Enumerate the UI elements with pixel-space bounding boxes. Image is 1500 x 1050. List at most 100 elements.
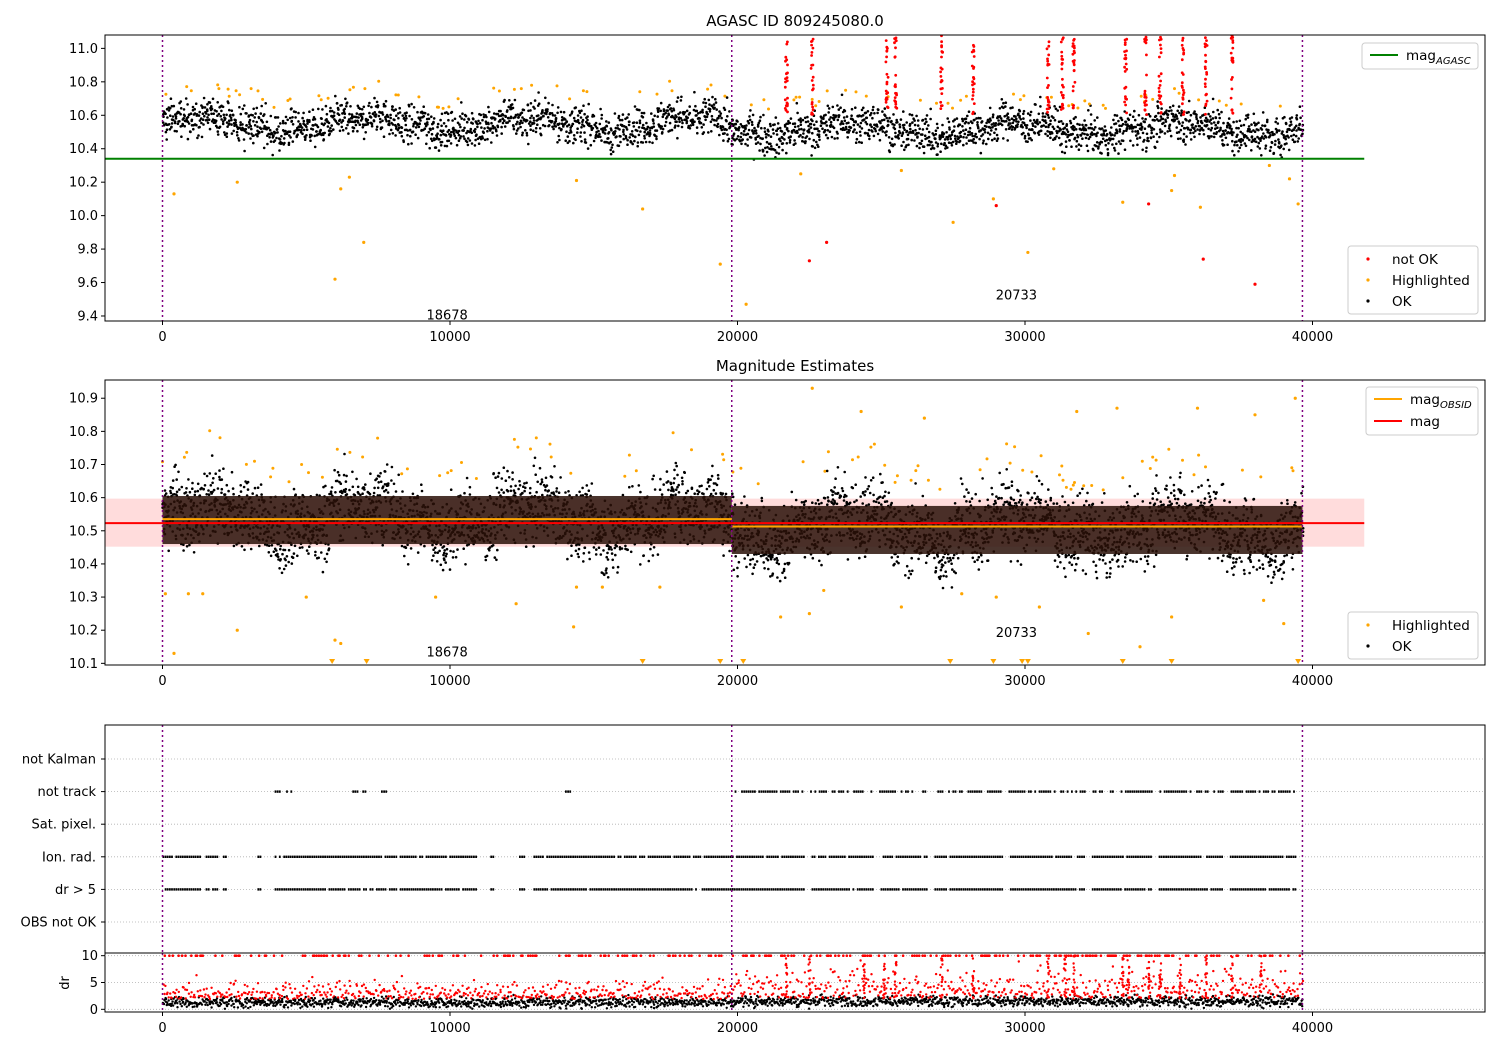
ok-point: [397, 124, 401, 127]
ok-point: [1150, 129, 1153, 132]
ok-point: [1010, 128, 1014, 131]
ok-point: [763, 130, 767, 133]
not-ok-point: [972, 67, 975, 70]
ok-point: [283, 141, 286, 145]
ok-point: [919, 142, 922, 145]
ok-point: [410, 118, 414, 121]
ok-point: [171, 115, 175, 118]
ok-point: [961, 117, 964, 121]
ok-point: [165, 138, 168, 141]
ok-point: [460, 101, 463, 104]
ok-point: [532, 545, 535, 548]
ok-point: [764, 146, 767, 150]
legend-marker-highlighted: [1366, 278, 1370, 282]
ok-point: [246, 480, 250, 484]
ok-point: [375, 477, 379, 481]
ok-point: [576, 131, 579, 134]
ok-point: [405, 117, 408, 120]
ok-point: [513, 98, 517, 102]
ok-point: [462, 135, 465, 138]
ok-point: [1169, 134, 1173, 138]
ok-point: [862, 106, 865, 110]
ok-point: [416, 551, 420, 554]
ok-point: [1143, 138, 1146, 142]
magnitude-estimates-title: Magnitude Estimates: [716, 357, 874, 375]
ok-point: [169, 491, 173, 495]
ok-point: [379, 120, 382, 124]
ok-point: [1085, 144, 1089, 147]
highlighted-point: [1197, 98, 1201, 102]
ok-point: [422, 115, 426, 118]
ok-point: [1244, 144, 1248, 148]
ok-point: [484, 558, 488, 562]
ok-point: [595, 133, 598, 136]
ok-point: [762, 113, 765, 117]
ok-point: [1158, 128, 1162, 131]
not-ok-point: [1158, 55, 1161, 59]
ok-point: [1165, 109, 1168, 112]
ok-point: [922, 145, 926, 148]
ok-point: [639, 130, 642, 133]
ok-point: [542, 114, 545, 118]
ok-point: [828, 130, 832, 133]
ok-point: [1049, 119, 1052, 122]
ok-point: [532, 119, 536, 122]
ok-point: [485, 115, 488, 119]
ok-point: [824, 113, 827, 117]
highlighted-point: [991, 197, 995, 201]
not-ok-point: [970, 64, 974, 68]
not-ok-point: [939, 70, 942, 74]
ok-point: [1018, 109, 1022, 113]
ok-point: [648, 131, 652, 135]
ok-point: [1030, 138, 1033, 142]
ok-point: [483, 127, 486, 130]
ok-point: [344, 480, 348, 483]
ok-point: [1166, 113, 1170, 116]
ok-point: [801, 118, 805, 122]
ok-point: [826, 104, 830, 108]
ok-point: [626, 143, 629, 146]
ok-point: [1293, 126, 1297, 129]
ok-point: [1115, 142, 1118, 146]
ok-point: [1037, 112, 1041, 116]
ok-point: [572, 141, 575, 145]
ok-point: [287, 141, 291, 145]
ok-point: [570, 544, 573, 547]
ok-point: [578, 109, 581, 113]
ok-point: [1247, 125, 1251, 128]
ok-point: [485, 554, 489, 558]
ok-point: [1189, 128, 1193, 132]
ok-point: [1292, 140, 1296, 144]
ok-point: [618, 128, 621, 131]
highlighted-point: [569, 471, 573, 475]
ok-point: [476, 125, 479, 129]
agasc-panel-legend-lower[interactable]: not OK Highlighted OK: [1347, 245, 1479, 315]
not-ok-point: [1123, 43, 1127, 46]
ok-point: [324, 484, 327, 488]
ok-point: [372, 119, 376, 123]
ok-point: [871, 130, 874, 133]
ok-point: [420, 483, 423, 487]
highlighted-point: [1172, 173, 1177, 178]
agasc-panel-legend-upper[interactable]: magAGASC: [1361, 42, 1479, 70]
ok-point: [320, 551, 323, 554]
ok-point: [1235, 140, 1238, 143]
ok-point: [708, 107, 712, 111]
ok-point: [244, 127, 248, 131]
ok-point: [532, 464, 536, 468]
ok-point: [1231, 133, 1234, 137]
highlighted-point: [1287, 177, 1292, 181]
ok-point: [1008, 118, 1011, 122]
ok-point: [658, 125, 661, 128]
ok-point: [579, 116, 583, 119]
ok-point: [1168, 106, 1172, 109]
ok-point: [1180, 124, 1184, 128]
highlighted-point: [1121, 200, 1125, 204]
ok-point: [321, 570, 325, 574]
ok-point: [550, 112, 554, 115]
ok-point: [912, 117, 915, 120]
ok-point: [191, 487, 194, 491]
ok-point: [239, 490, 243, 493]
ok-point: [708, 110, 712, 113]
ok-point: [226, 125, 229, 128]
